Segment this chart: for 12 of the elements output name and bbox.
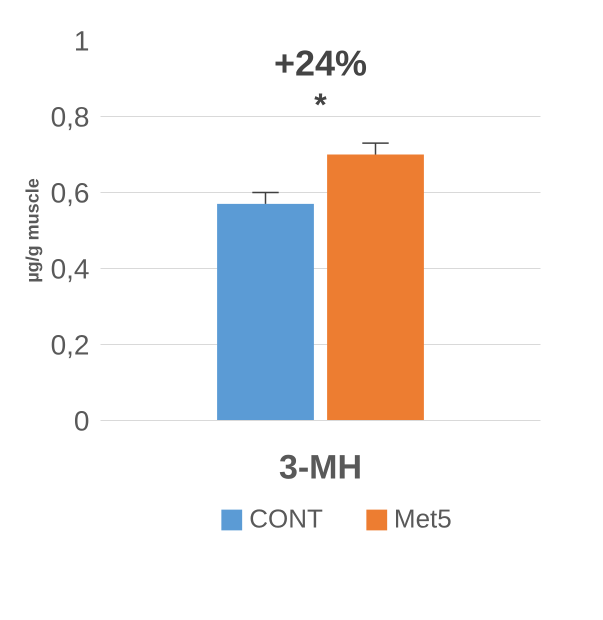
y-tick-label: 0	[74, 406, 90, 436]
legend-label: Met5	[394, 504, 452, 534]
annotation: +24%	[274, 42, 368, 84]
y-tick-label: 0,4	[50, 254, 90, 284]
y-tick-label: 0,6	[50, 178, 90, 208]
y-tick-label: 1	[74, 26, 90, 56]
y-axis-title: µg/g muscle	[22, 178, 43, 283]
annotation: *	[314, 86, 328, 122]
x-tick-label: 3-MH	[278, 448, 362, 486]
legend-label: CONT	[249, 504, 323, 534]
y-tick-label: 0,2	[50, 330, 90, 360]
y-tick-label: 0,8	[50, 102, 90, 132]
